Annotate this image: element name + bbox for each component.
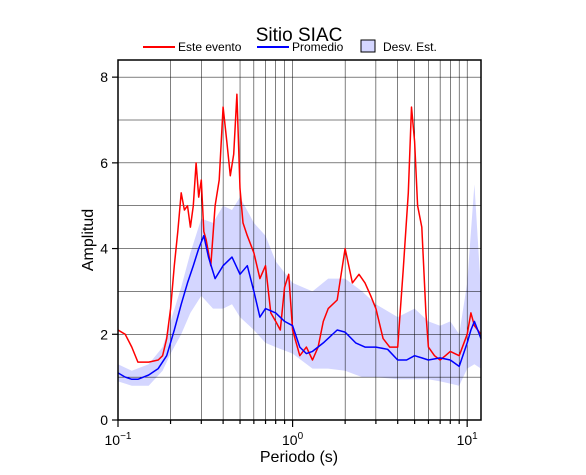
series-layer [117,93,482,381]
legend-label: Promedio [292,40,344,54]
legend-label: Este evento [178,40,242,54]
chart-title: Sitio SIAC [256,25,343,46]
x-axis-label: Periodo (s) [260,449,338,466]
legend-label: Desv. Est. [383,40,437,54]
y-axis-label: Amplitud [80,209,97,271]
y-tick-label: 6 [100,155,108,171]
legend: Este evento Promedio Desv. Est. [143,39,437,54]
y-tick-label: 0 [100,412,108,428]
series-line-2 [117,234,482,381]
std-band-layer [118,184,481,386]
x-tick-label: 10−1 [105,431,132,448]
x-tick-label: 101 [457,431,479,448]
ticks: 0 2 4 6 8 10−1 100 101 [100,69,478,448]
y-tick-label: 8 [100,69,108,85]
series-line-1 [117,93,482,363]
y-tick-label: 4 [100,241,108,257]
legend-swatch-box [360,39,376,53]
std-band [118,184,481,386]
x-tick-label: 100 [282,431,304,448]
y-tick-label: 2 [100,326,108,342]
plot-frame [117,59,482,421]
